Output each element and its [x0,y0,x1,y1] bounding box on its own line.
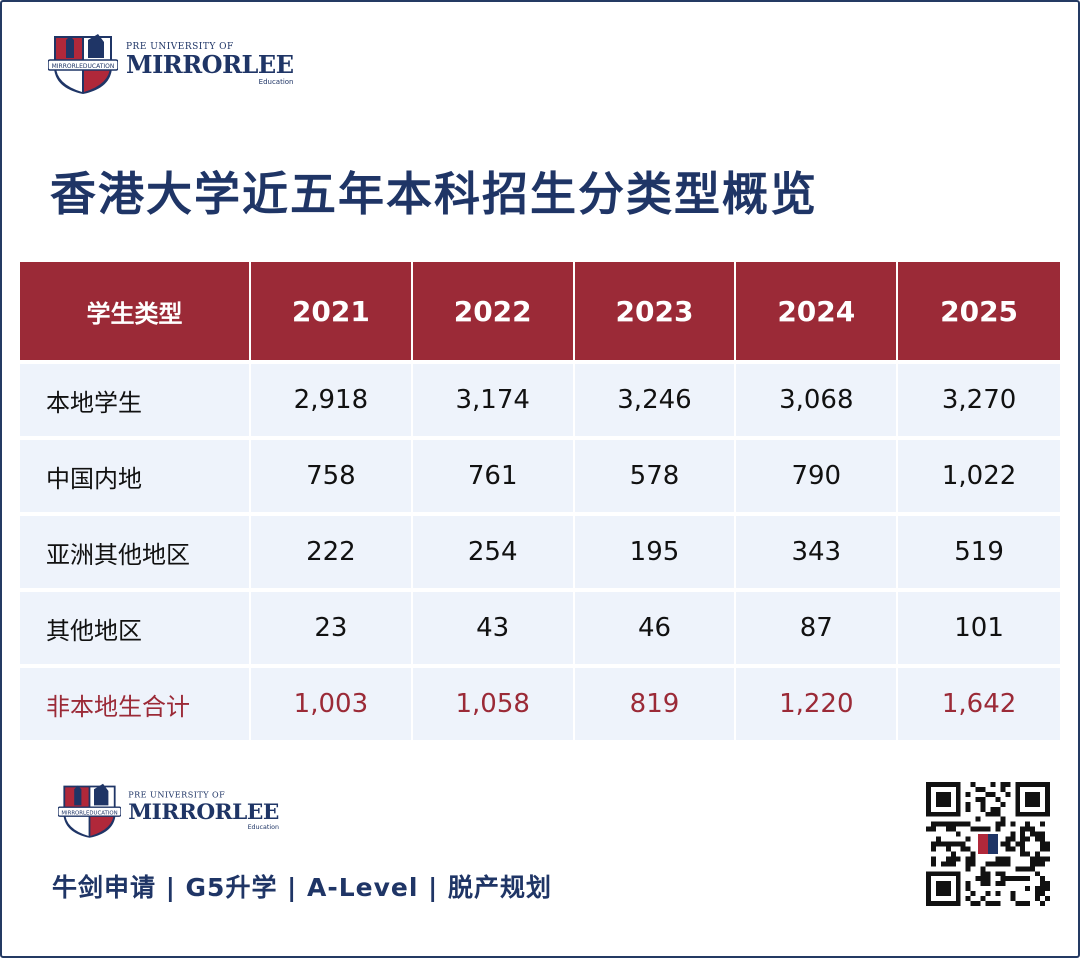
table-cell: 23 [251,592,413,664]
table-cell: 46 [574,592,737,664]
ribbon-text: MIRRORLEDUCATION [52,63,115,70]
header-cell-2022: 2022 [412,262,575,360]
table-cell: 3,246 [574,364,737,436]
table-cell: 343 [736,516,899,588]
logo-bottom: MIRRORLEDUCATION PRE UNIVERSITY OF MIRRO… [58,782,279,840]
header-cell-2021: 2021 [251,262,413,360]
enrollment-table: 学生类型 2021 2022 2023 2024 2025 本地学生 2,918… [20,262,1060,740]
table-cell: 222 [251,516,413,588]
brand-text: PRE UNIVERSITY OF MIRRORLEE Education [128,791,279,831]
table-cell: 1,642 [898,668,1060,740]
table-cell: 819 [574,668,737,740]
table-row: 中国内地 758 761 578 790 1,022 [20,440,1060,512]
header-cell-2025: 2025 [898,262,1060,360]
table-cell: 578 [574,440,737,512]
table-cell: 761 [412,440,575,512]
table-cell: 1,058 [412,668,575,740]
row-label: 中国内地 [20,440,251,512]
header-cell-2023: 2023 [574,262,737,360]
table-cell: 1,220 [736,668,899,740]
table-cell: 790 [736,440,899,512]
table-cell: 519 [898,516,1060,588]
table-cell: 87 [736,592,899,664]
brand-name: MIRRORLEE [128,798,279,825]
table-cell: 3,270 [898,364,1060,436]
brand-name: MIRRORLEE [126,50,294,79]
table-row: 本地学生 2,918 3,174 3,246 3,068 3,270 [20,364,1060,436]
table-cell: 43 [412,592,575,664]
row-label: 亚洲其他地区 [20,516,251,588]
logo-top: MIRRORLEDUCATION PRE UNIVERSITY OF MIRRO… [48,32,294,96]
table-cell: 2,918 [251,364,413,436]
table-cell: 101 [898,592,1060,664]
row-label: 其他地区 [20,592,251,664]
row-label: 非本地生合计 [20,668,251,740]
page-title: 香港大学近五年本科招生分类型概览 [50,167,818,221]
table-cell: 1,003 [251,668,413,740]
shield-crest-icon: MIRRORLEDUCATION [58,783,121,838]
table-cell: 1,022 [898,440,1060,512]
brand-sub: Education [258,78,294,86]
footer-tagline: 牛剑申请 | G5升学 | A-Level | 脱产规划 [52,873,552,902]
brand-pre: PRE UNIVERSITY OF [128,791,226,800]
ribbon-text: MIRRORLEDUCATION [61,810,117,816]
brand-text: PRE UNIVERSITY OF MIRRORLEE Education [126,42,294,86]
table-cell: 254 [412,516,575,588]
table-cell: 195 [574,516,737,588]
table-header-row: 学生类型 2021 2022 2023 2024 2025 [20,262,1060,360]
qr-code-icon [926,782,1050,906]
table-cell: 3,174 [412,364,575,436]
row-label: 本地学生 [20,364,251,436]
table-row: 亚洲其他地区 222 254 195 343 519 [20,516,1060,588]
shield-crest-icon: MIRRORLEDUCATION [48,34,118,94]
brand-pre: PRE UNIVERSITY OF [126,42,234,52]
header-cell-type: 学生类型 [20,262,251,360]
table-row: 其他地区 23 43 46 87 101 [20,592,1060,664]
table-cell: 758 [251,440,413,512]
brand-sub: Education [247,823,279,831]
table-row-total: 非本地生合计 1,003 1,058 819 1,220 1,642 [20,668,1060,740]
table-cell: 3,068 [736,364,899,436]
header-cell-2024: 2024 [736,262,899,360]
